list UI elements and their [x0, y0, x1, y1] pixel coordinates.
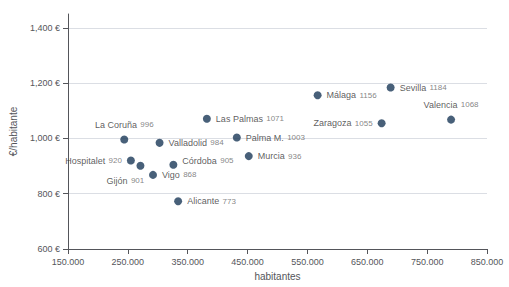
svg-text:1055: 1055 [355, 119, 373, 128]
svg-text:984: 984 [210, 138, 224, 147]
svg-text:Vigo: Vigo [162, 170, 180, 180]
svg-text:868: 868 [183, 170, 197, 179]
svg-text:936: 936 [288, 152, 302, 161]
svg-text:Sevilla: Sevilla [400, 83, 427, 93]
svg-text:1003: 1003 [287, 133, 305, 142]
svg-text:Palma M.: Palma M. [246, 133, 284, 143]
svg-text:800 €: 800 € [37, 189, 60, 199]
svg-text:1,000 €: 1,000 € [30, 133, 60, 143]
svg-text:Hospitalet: Hospitalet [65, 156, 106, 166]
svg-text:750.000: 750.000 [411, 257, 444, 267]
svg-text:1156: 1156 [359, 91, 377, 100]
svg-text:Alicante: Alicante [187, 196, 219, 206]
svg-text:Zaragoza: Zaragoza [313, 118, 351, 128]
svg-text:905: 905 [220, 156, 234, 165]
svg-text:450.000: 450.000 [231, 257, 264, 267]
svg-text:Murcia: Murcia [258, 151, 285, 161]
svg-text:Valladolid: Valladolid [169, 138, 207, 148]
svg-text:600 €: 600 € [37, 244, 60, 254]
svg-text:habitantes: habitantes [254, 271, 300, 282]
svg-text:1,200 €: 1,200 € [30, 78, 60, 88]
svg-text:920: 920 [108, 156, 122, 165]
svg-text:350.000: 350.000 [171, 257, 204, 267]
svg-text:1071: 1071 [266, 114, 284, 123]
svg-text:Gijón: Gijón [107, 176, 128, 186]
svg-text:€/habitante: €/habitante [8, 106, 19, 156]
svg-text:550.000: 550.000 [291, 257, 324, 267]
svg-text:1184: 1184 [429, 83, 447, 92]
svg-text:Valencia: Valencia [424, 100, 458, 110]
svg-text:La Coruña: La Coruña [95, 120, 137, 130]
svg-text:996: 996 [140, 120, 154, 129]
svg-text:Córdoba: Córdoba [182, 156, 217, 166]
svg-text:Las Palmas: Las Palmas [216, 114, 264, 124]
svg-text:773: 773 [222, 197, 236, 206]
svg-text:850.000: 850.000 [471, 257, 504, 267]
svg-text:1,400 €: 1,400 € [30, 23, 60, 33]
svg-text:Málaga: Málaga [327, 90, 357, 100]
svg-text:150.000: 150.000 [52, 257, 85, 267]
svg-text:650.000: 650.000 [351, 257, 384, 267]
svg-text:901: 901 [131, 176, 145, 185]
svg-text:250.000: 250.000 [112, 257, 145, 267]
svg-text:1068: 1068 [461, 100, 479, 109]
